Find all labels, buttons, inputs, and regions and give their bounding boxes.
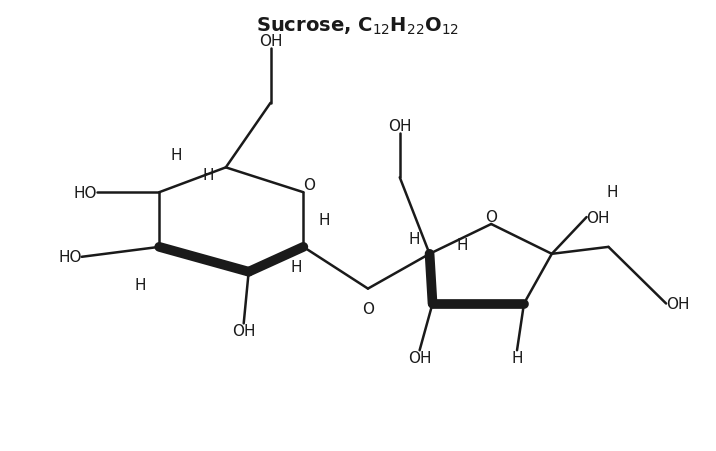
Text: O: O bbox=[304, 178, 315, 193]
Text: O: O bbox=[485, 210, 497, 225]
Text: H: H bbox=[203, 168, 214, 183]
Text: Sucrose, C$_{12}$H$_{22}$O$_{12}$: Sucrose, C$_{12}$H$_{22}$O$_{12}$ bbox=[256, 15, 460, 37]
Text: H: H bbox=[170, 148, 182, 163]
Text: HO: HO bbox=[73, 185, 97, 200]
Text: H: H bbox=[135, 277, 146, 292]
Text: O: O bbox=[362, 301, 374, 316]
Text: H: H bbox=[291, 260, 302, 275]
Text: H: H bbox=[457, 237, 468, 253]
Text: OH: OH bbox=[232, 324, 256, 339]
Text: OH: OH bbox=[666, 296, 690, 311]
Text: OH: OH bbox=[408, 350, 431, 365]
Text: H: H bbox=[318, 212, 330, 227]
Text: OH: OH bbox=[586, 210, 610, 225]
Text: H: H bbox=[408, 232, 420, 247]
Text: HO: HO bbox=[58, 250, 82, 265]
Text: H: H bbox=[606, 185, 618, 200]
Text: H: H bbox=[511, 350, 523, 365]
Text: OH: OH bbox=[388, 118, 412, 133]
Text: OH: OH bbox=[258, 34, 282, 49]
